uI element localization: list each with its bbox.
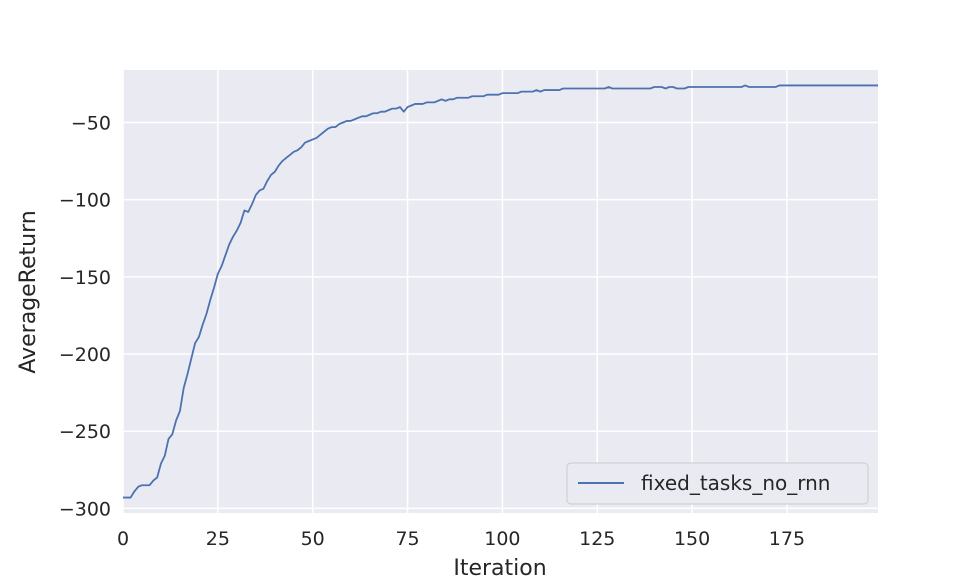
- x-axis-title: Iteration: [453, 556, 546, 579]
- y-axis-ticks: −300 −250 −200 −150 −100 −50: [59, 112, 111, 520]
- x-tick-label: 100: [484, 528, 520, 550]
- legend: fixed_tasks_no_rnn: [566, 462, 869, 505]
- plot-background: [123, 70, 878, 513]
- x-tick-label: 175: [769, 528, 805, 550]
- x-tick-label: 25: [206, 528, 230, 550]
- legend-box: [566, 462, 869, 505]
- x-tick-label: 0: [117, 528, 129, 550]
- y-tick-label: −150: [59, 267, 111, 289]
- x-axis-ticks: 0 25 50 75 100 125 150 175: [117, 528, 805, 550]
- y-tick-label: −50: [71, 112, 111, 134]
- y-tick-label: −200: [59, 344, 111, 366]
- x-tick-label: 125: [579, 528, 615, 550]
- legend-label: fixed_tasks_no_rnn: [641, 471, 830, 495]
- series-line-fixed_tasks_no_rnn: [123, 84, 878, 499]
- x-tick-label: 150: [674, 528, 710, 550]
- y-tick-label: −100: [59, 190, 111, 212]
- y-axis-title: AverageReturn: [16, 210, 41, 373]
- y-tick-label: −300: [59, 498, 111, 520]
- y-tick-label: −250: [59, 421, 111, 443]
- grid-lines: [122, 70, 878, 513]
- series-layer: [123, 84, 878, 499]
- x-tick-label: 50: [301, 528, 325, 550]
- x-tick-label: 75: [395, 528, 419, 550]
